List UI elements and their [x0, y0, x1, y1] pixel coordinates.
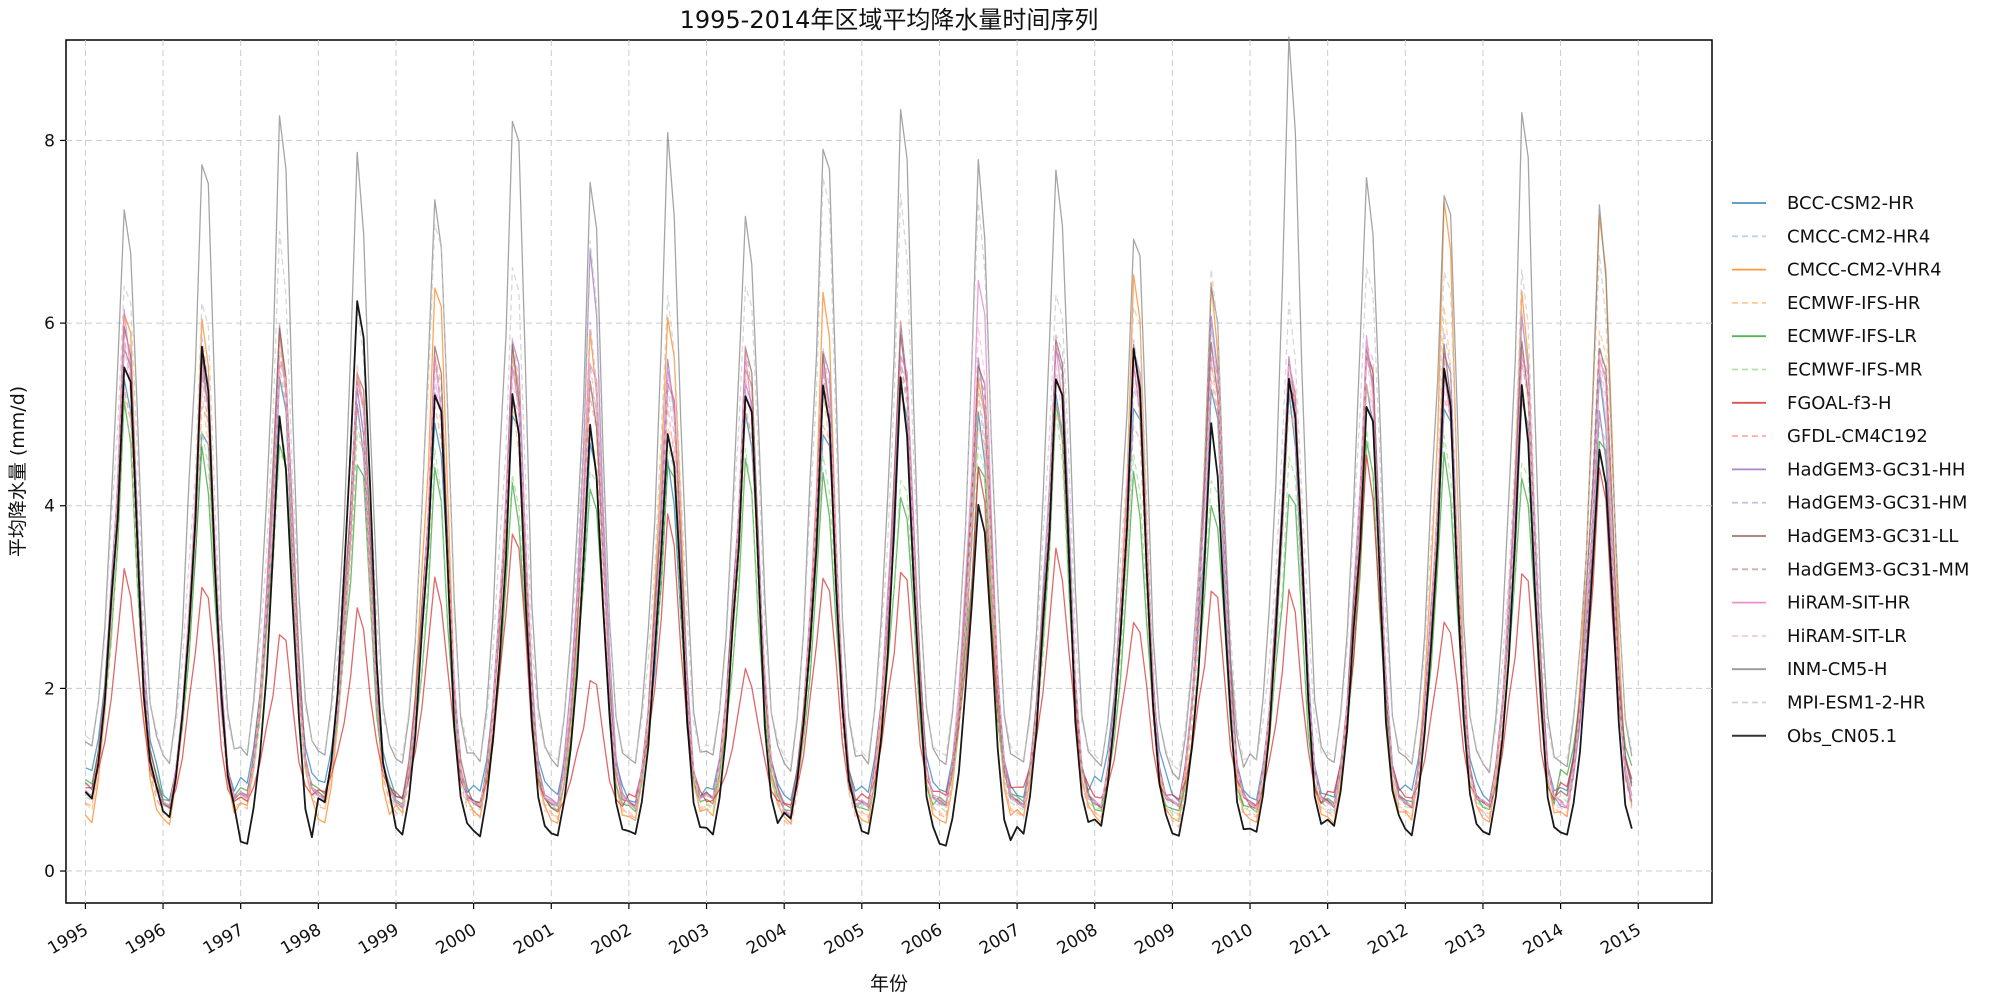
y-axis: 0 2 4 6 8 [44, 131, 66, 882]
x-tick-label: 2010 [1209, 920, 1256, 959]
y-tick-label: 8 [44, 131, 55, 151]
x-tick-label: 1996 [122, 920, 169, 959]
series-line-ecmwf-ifs-mr [85, 392, 1633, 820]
y-axis-label: 平均降水量 (mm/d) [7, 386, 29, 557]
x-tick-label: 2003 [666, 920, 713, 959]
x-tick-label: 1995 [44, 920, 91, 959]
x-tick-label: 2009 [1131, 920, 1178, 959]
x-tick-label: 2005 [821, 920, 868, 959]
x-tick-label: 2015 [1597, 920, 1644, 959]
x-tick-label: 2014 [1520, 920, 1567, 959]
x-tick-label: 2012 [1364, 920, 1411, 959]
x-tick-label: 2008 [1054, 920, 1101, 959]
legend-label: HiRAM-SIT-LR [1787, 626, 1907, 647]
x-tick-label: 2002 [588, 920, 635, 959]
legend-label: HiRAM-SIT-HR [1787, 593, 1910, 614]
legend-label: HadGEM3-GC31-MM [1787, 559, 1969, 580]
legend-label: GFDL-CM4C192 [1787, 426, 1928, 447]
x-tick-label: 2000 [433, 920, 480, 959]
legend-label: CMCC-CM2-VHR4 [1787, 260, 1942, 281]
x-axis-label: 年份 [870, 973, 908, 995]
legend-label: ECMWF-IFS-HR [1787, 293, 1920, 314]
x-tick-label: 2001 [510, 920, 557, 959]
legend: BCC-CSM2-HR CMCC-CM2-HR4 CMCC-CM2-VHR4 ECMW… [1732, 193, 1969, 747]
legend-label: INM-CM5-H [1787, 659, 1887, 680]
grid [66, 40, 1712, 903]
legend-label: HadGEM3-GC31-HM [1787, 493, 1967, 514]
legend-label: BCC-CSM2-HR [1787, 193, 1914, 214]
x-tick-label: 2007 [976, 920, 1023, 959]
series-line-fgoal-f3-h [85, 454, 1633, 813]
x-tick-label: 2011 [1287, 920, 1334, 959]
x-tick-label: 1999 [355, 920, 402, 959]
x-tick-label: 2006 [898, 920, 945, 959]
x-tick-label: 2004 [743, 920, 790, 959]
series-line-obs_cn05.1 [84, 300, 1633, 847]
legend-label: CMCC-CM2-HR4 [1787, 226, 1930, 247]
legend-label: Obs_CN05.1 [1787, 726, 1897, 747]
series-line-inm-cm5-h [85, 36, 1633, 781]
legend-label: ECMWF-IFS-MR [1787, 360, 1922, 381]
x-tick-label: 1998 [277, 920, 324, 959]
x-tick-label: 2013 [1442, 920, 1489, 959]
x-tick-label: 1997 [200, 920, 247, 959]
y-tick-label: 2 [44, 679, 55, 699]
legend-label: FGOAL-f3-H [1787, 393, 1892, 414]
y-tick-label: 0 [44, 862, 55, 882]
legend-label: MPI-ESM1-2-HR [1787, 693, 1925, 714]
legend-label: HadGEM3-GC31-HH [1787, 459, 1965, 480]
legend-label: ECMWF-IFS-LR [1787, 326, 1917, 347]
legend-label: HadGEM3-GC31-LL [1787, 526, 1958, 547]
x-axis: 1995 1996 1997 1998 1999 2000 2001 2002 2003 2004… [44, 903, 1645, 959]
series-layer [84, 36, 1633, 847]
y-tick-label: 4 [44, 497, 55, 517]
chart-title: 1995-2014年区域平均降水量时间序列 [680, 6, 1099, 34]
y-tick-label: 6 [44, 314, 55, 334]
